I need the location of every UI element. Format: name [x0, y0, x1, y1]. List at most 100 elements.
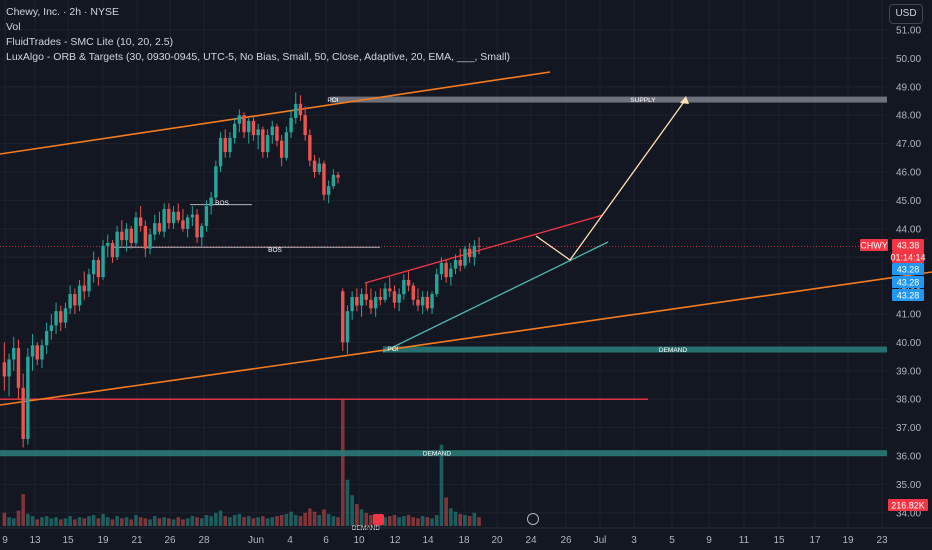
legend-volume[interactable]: Vol — [6, 21, 21, 33]
volume-bar — [397, 517, 401, 526]
volume-bar — [449, 508, 453, 526]
volume-bar — [275, 516, 279, 526]
x-tick-label: 10 — [353, 535, 365, 546]
legend-symbol-title[interactable]: Chewy, Inc. · 2h · NYSE — [6, 6, 120, 18]
currency-button[interactable]: USD — [889, 4, 923, 24]
channel-lower[interactable] — [382, 241, 609, 353]
candle-body — [176, 211, 180, 221]
candle-body — [341, 291, 345, 343]
candle-body — [106, 243, 110, 246]
x-tick-label: 26 — [164, 535, 176, 546]
price-label: 43.38 — [897, 241, 920, 251]
x-tick-label: 20 — [491, 535, 503, 546]
candle-body — [153, 223, 157, 235]
chart-grid — [0, 0, 887, 528]
candle-body — [402, 279, 406, 295]
candle-body — [87, 274, 91, 292]
candle-body — [54, 311, 58, 326]
trendline-lower[interactable] — [0, 271, 932, 406]
zone-demand[interactable] — [383, 346, 887, 353]
projection-path[interactable] — [535, 98, 687, 261]
volume-bar — [30, 516, 35, 526]
volume-bar — [223, 516, 228, 526]
candlesticks — [2, 92, 481, 448]
volume-bar — [214, 512, 218, 526]
candle-body — [345, 311, 350, 343]
y-tick-label: 36.00 — [896, 452, 921, 463]
volume-bar — [369, 515, 373, 526]
zone-demand[interactable] — [0, 450, 887, 457]
volume-bar — [303, 512, 307, 526]
volume-label: 216.82K — [891, 501, 925, 511]
trendline-upper[interactable] — [0, 71, 551, 155]
candle-body — [336, 174, 340, 178]
channel-upper[interactable] — [364, 214, 604, 284]
legend-indicator-orb[interactable]: LuxAlgo - ORB & Targets (30, 0930-0945, … — [6, 51, 511, 63]
candle-body — [383, 288, 387, 300]
volume-bar — [237, 513, 242, 526]
volume-bar — [124, 517, 129, 526]
drawing-lines[interactable] — [0, 71, 932, 457]
volume-bar — [458, 513, 463, 526]
candle-body — [411, 285, 415, 300]
candle-body — [195, 214, 199, 238]
price-label: 43.28 — [897, 291, 920, 301]
price-label: 43.28 — [897, 265, 920, 275]
volume-bar — [11, 518, 16, 526]
annotation-label: BOS — [215, 200, 229, 207]
candle-body — [326, 186, 331, 195]
candle-body — [16, 348, 21, 388]
volume-bar — [439, 444, 444, 526]
candle-body — [237, 115, 242, 124]
y-tick-label: 38.00 — [896, 395, 921, 406]
price-labels: CHWY 43.38 01:14:14 43.28 43.28 43.28 216.82K — [860, 239, 928, 511]
candle-body — [463, 248, 467, 266]
candle-body — [101, 245, 105, 278]
candle-body — [185, 217, 190, 229]
candle-body — [181, 220, 185, 229]
candle-body — [364, 294, 368, 300]
volume-bar — [317, 515, 322, 526]
candle-body — [355, 296, 359, 306]
candle-body — [373, 296, 378, 309]
y-tick-label: 48.00 — [896, 111, 921, 122]
earnings-marker — [373, 514, 384, 525]
x-tick-label: 15 — [62, 535, 74, 546]
candle-body — [251, 120, 256, 136]
volume-bar — [209, 516, 213, 526]
y-tick-label: 39.00 — [896, 366, 921, 377]
candle-body — [472, 245, 477, 258]
candle-body — [322, 163, 326, 195]
volume-bar — [120, 518, 124, 526]
volume-bar — [265, 518, 270, 526]
zone-supply[interactable] — [330, 96, 887, 103]
volume-bar — [402, 516, 406, 526]
x-tick-label: 24 — [525, 535, 537, 546]
volume-bar — [472, 512, 477, 526]
volume-bar — [477, 517, 481, 526]
price-label-bg — [860, 239, 888, 251]
volume-bar — [199, 518, 204, 526]
volume-bar — [143, 518, 148, 526]
candle-body — [261, 129, 265, 153]
candle-body — [171, 211, 176, 224]
candle-body — [392, 291, 397, 303]
time-axis[interactable]: 9 13 15 19 21 26 28 Jun 4 6 10 12 14 18 20 24 26 Jul 3 5 9 11… — [0, 527, 932, 546]
candle-body — [388, 288, 392, 292]
volume-bar — [21, 494, 25, 526]
x-tick-label: 18 — [458, 535, 470, 546]
y-tick-label: 41.00 — [896, 310, 921, 321]
volume-bar — [228, 517, 232, 526]
volume-bar — [115, 516, 119, 526]
candle-body — [279, 140, 284, 158]
candle-body — [369, 299, 373, 309]
volume-bar — [289, 511, 293, 526]
price-label-bg — [892, 276, 924, 288]
volume-bar — [171, 519, 176, 526]
volume-bar — [82, 518, 87, 526]
projection-arrowhead — [680, 96, 689, 104]
legend-indicator-smc[interactable]: FluidTrades - SMC Lite (10, 20, 2.5) — [6, 36, 174, 48]
candle-body — [477, 245, 481, 247]
volume-bar — [411, 517, 416, 526]
